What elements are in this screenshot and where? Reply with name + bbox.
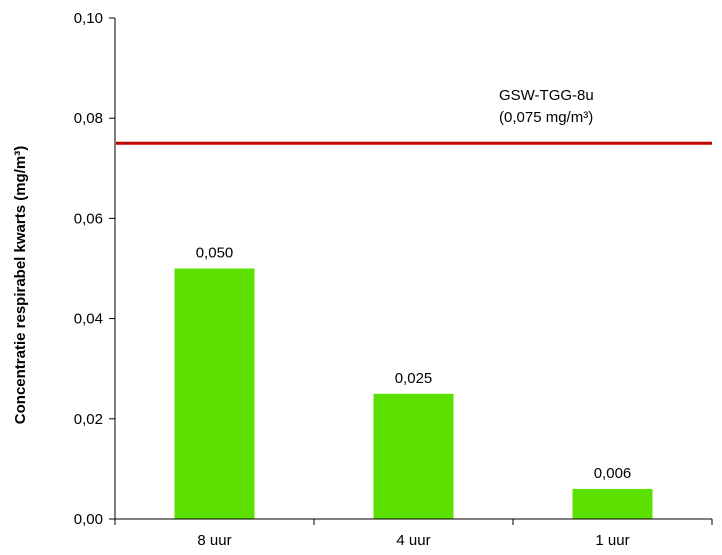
reference-line-group: GSW-TGG-8u (0,075 mg/m³): [116, 87, 712, 145]
y-tick-label: 0,10: [74, 10, 103, 27]
y-tick-label: 0,02: [74, 411, 103, 428]
bar: [572, 488, 653, 519]
x-axis: 8 uur 4 uur 1 uur: [114, 518, 713, 549]
reference-line-label: GSW-TGG-8u: [499, 87, 594, 104]
y-tick-label: 0,04: [74, 311, 103, 328]
y-tick-label: 0,08: [74, 110, 103, 127]
bar-data-label: 0,050: [196, 245, 234, 262]
reference-line-value-label: (0,075 mg/m³): [499, 109, 593, 126]
bar-data-label: 0,006: [594, 465, 632, 482]
bar: [174, 268, 255, 519]
y-axis: 0,00 0,02 0,04 0,06 0,08 0,10: [74, 10, 116, 528]
y-tick-label: 0,06: [74, 210, 103, 227]
bar-data-label: 0,025: [395, 370, 433, 387]
x-category-label: 4 uur: [396, 532, 430, 549]
x-category-label: 8 uur: [197, 532, 231, 549]
bar: [373, 393, 454, 519]
y-axis-title: Concentratie respirabel kwarts (mg/m³): [12, 146, 29, 424]
bars: 0,050 0,025 0,006: [174, 245, 653, 519]
x-category-label: 1 uur: [595, 532, 629, 549]
y-tick-label: 0,00: [74, 511, 103, 528]
